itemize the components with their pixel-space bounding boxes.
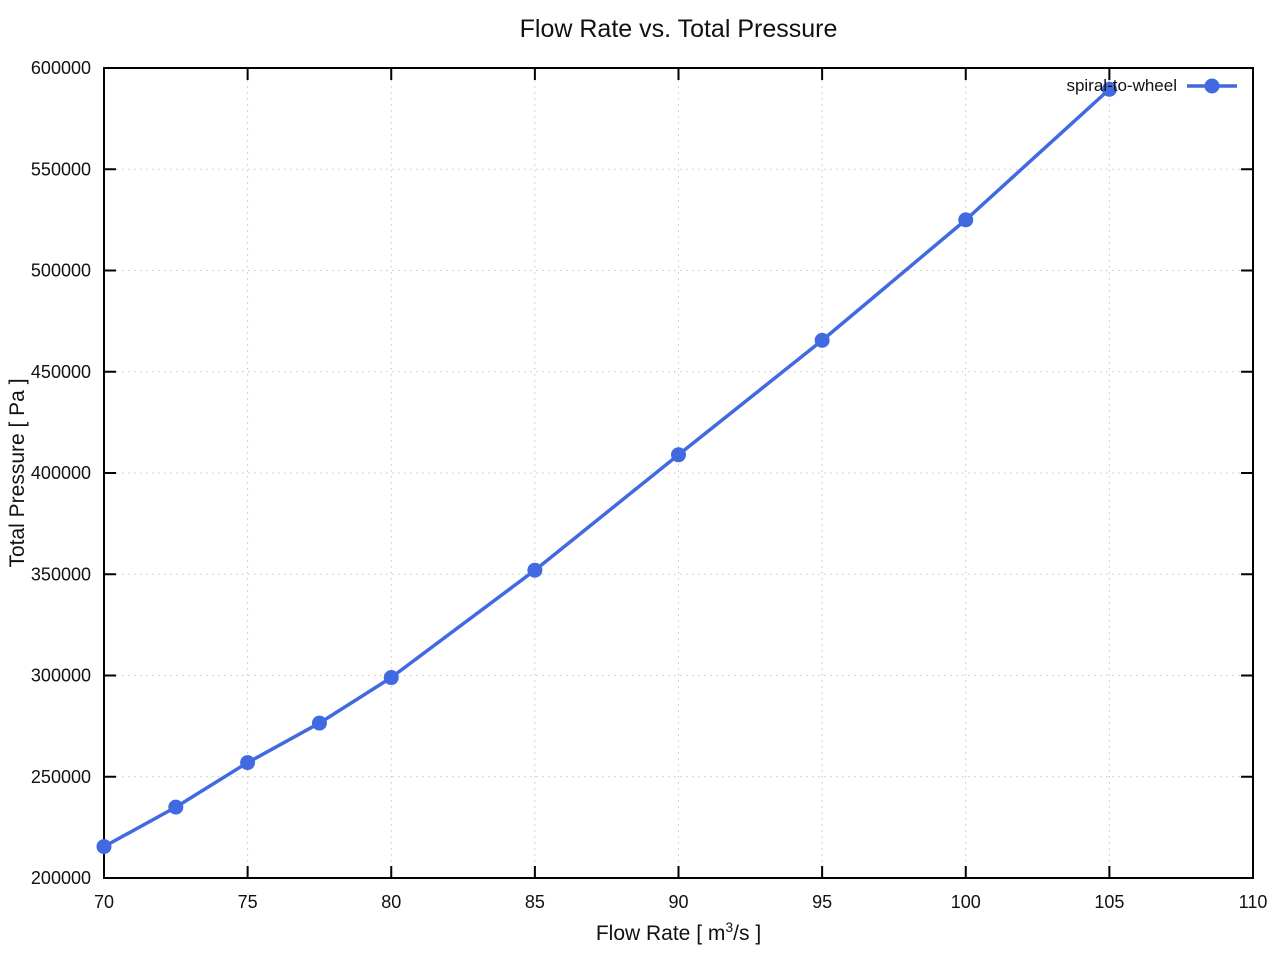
data-point xyxy=(96,839,112,855)
series-line xyxy=(102,87,1112,849)
x-tick-label: 100 xyxy=(951,892,981,912)
data-point xyxy=(814,332,830,348)
x-tick-label: 70 xyxy=(94,892,114,912)
y-tick-label: 350000 xyxy=(31,564,91,584)
x-axis-label: Flow Rate [ m3/s ] xyxy=(104,919,1253,946)
y-tick-label: 200000 xyxy=(31,868,91,888)
y-tick-label: 450000 xyxy=(31,362,91,382)
legend: spiral-to-wheel xyxy=(1066,76,1238,96)
y-tick-label: 250000 xyxy=(31,767,91,787)
x-tick-label: 95 xyxy=(812,892,832,912)
legend-marker-icon xyxy=(1204,78,1220,94)
plot-border xyxy=(103,67,1254,879)
data-point xyxy=(958,212,974,228)
data-point xyxy=(1101,81,1117,97)
data-point xyxy=(240,755,256,771)
y-tick-label: 600000 xyxy=(31,58,91,78)
y-tick-label: 550000 xyxy=(31,159,91,179)
x-tick-label: 105 xyxy=(1094,892,1124,912)
x-axis-label-superscript: 3 xyxy=(725,919,734,935)
legend-line-sample xyxy=(1187,78,1237,94)
y-tick-label: 500000 xyxy=(31,261,91,281)
x-tick-label: 75 xyxy=(238,892,258,912)
x-tick-label: 90 xyxy=(668,892,688,912)
x-tick-label: 110 xyxy=(1239,892,1268,912)
x-tick-label: 80 xyxy=(381,892,401,912)
data-point xyxy=(311,715,327,731)
data-point xyxy=(168,799,184,815)
data-point xyxy=(527,562,543,578)
y-tick-label: 400000 xyxy=(31,463,91,483)
data-point xyxy=(383,670,399,686)
y-axis-label: Total Pressure [ Pa ] xyxy=(6,378,29,568)
chart-title: Flow Rate vs. Total Pressure xyxy=(519,15,838,43)
legend-label: spiral-to-wheel xyxy=(1066,76,1177,95)
x-tick-label: 85 xyxy=(525,892,545,912)
data-point xyxy=(671,447,686,463)
y-tick-label: 300000 xyxy=(31,666,91,686)
x-axis-label-unit: /s ] xyxy=(733,922,762,945)
x-axis-label-text: Flow Rate [ m xyxy=(595,922,726,945)
